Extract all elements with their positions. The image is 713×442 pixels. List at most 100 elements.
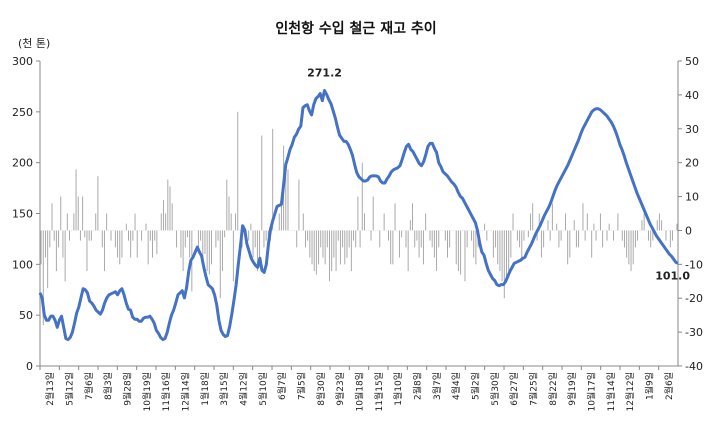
change-bar [329, 230, 330, 281]
right-tick-label: -20 [685, 292, 703, 305]
change-bar [436, 230, 437, 271]
change-bar [167, 180, 168, 231]
change-bar [336, 230, 337, 271]
x-tick-label: 12월12일 [624, 372, 636, 411]
change-bar [172, 203, 173, 230]
change-bar [111, 230, 112, 240]
change-bar [229, 197, 230, 231]
change-bar [475, 230, 476, 264]
change-bar [460, 230, 461, 274]
change-bar [388, 230, 389, 240]
right-tick-label: 10 [685, 191, 699, 204]
change-bar [183, 230, 184, 271]
left-tick-label: 0 [26, 360, 33, 373]
change-bar [504, 230, 505, 298]
change-bar [508, 230, 509, 271]
change-bar [650, 230, 651, 247]
change-bar [187, 230, 188, 237]
change-bar [609, 224, 610, 231]
change-bar [218, 230, 219, 240]
change-bar [80, 230, 81, 240]
change-bar [154, 230, 155, 240]
change-bar [296, 230, 297, 247]
change-bar [322, 230, 323, 257]
change-bar [464, 230, 465, 281]
change-bar [347, 230, 348, 257]
change-bar [115, 230, 116, 247]
x-tick-label: 8월22일 [547, 372, 559, 406]
change-bar [253, 230, 254, 257]
change-bar [180, 230, 181, 257]
x-tick-label: 4월4일 [450, 372, 462, 400]
change-bar [327, 230, 328, 247]
change-bar [340, 230, 341, 264]
x-tick-label: 5월2일 [470, 372, 482, 400]
change-bar [207, 230, 208, 271]
change-bar [222, 230, 223, 271]
change-bar [602, 230, 603, 247]
change-bar [69, 230, 70, 240]
change-bar [628, 230, 629, 264]
x-tick-label: 8월30일 [315, 372, 327, 406]
y-axis-unit-label: (천 톤) [18, 36, 50, 50]
change-bar [106, 214, 107, 231]
change-bar [458, 230, 459, 271]
change-bar [558, 230, 559, 247]
change-bars [41, 112, 678, 326]
change-bar [401, 230, 402, 237]
change-bar [41, 230, 42, 264]
change-bar [189, 230, 190, 257]
change-bar [434, 230, 435, 257]
change-bar [95, 214, 96, 231]
change-bar [390, 230, 391, 264]
right-tick-label: -40 [685, 360, 703, 373]
change-bar [600, 214, 601, 231]
x-tick-label: 1월10일 [392, 372, 404, 406]
change-bar [333, 230, 334, 257]
right-tick-label: 40 [685, 89, 699, 102]
x-tick-label: 12월14일 [180, 372, 192, 411]
change-bar [52, 203, 53, 230]
change-bar [263, 230, 264, 247]
change-bar [578, 230, 579, 247]
change-bar [353, 230, 354, 240]
change-bar [574, 220, 575, 230]
change-bar [298, 180, 299, 231]
change-bar [148, 230, 149, 264]
change-bar [161, 214, 162, 231]
change-bar [91, 230, 92, 240]
change-bar [132, 230, 133, 240]
change-bar [532, 203, 533, 230]
x-tick-label: 9월19일 [566, 372, 578, 406]
change-bar [543, 230, 544, 247]
change-bar [211, 230, 212, 264]
change-bar [255, 230, 256, 247]
change-bar [65, 230, 66, 281]
change-bar [576, 230, 577, 247]
change-bar [421, 230, 422, 247]
change-bar [523, 230, 524, 240]
change-bar [349, 230, 350, 247]
change-bar [648, 230, 649, 240]
change-bar [288, 169, 289, 230]
change-bar [659, 214, 660, 231]
change-bar [204, 230, 205, 254]
left-tick-label: 200 [12, 157, 33, 170]
change-bar [521, 230, 522, 257]
change-bar [316, 230, 317, 274]
change-bar [351, 230, 352, 271]
x-tick-label: 7월25일 [528, 372, 540, 406]
change-bar [622, 230, 623, 240]
change-bar [226, 180, 227, 231]
x-tick-label: 5월12일 [64, 372, 76, 406]
x-tick-label: 5월10일 [257, 372, 269, 406]
change-bar [150, 230, 151, 240]
change-bar [607, 230, 608, 240]
change-bar [60, 197, 61, 231]
change-bar [591, 230, 592, 257]
change-bar [423, 230, 424, 264]
change-bar [445, 230, 446, 240]
data-label-peak: 271.2 [307, 66, 342, 79]
change-bar [156, 230, 157, 254]
